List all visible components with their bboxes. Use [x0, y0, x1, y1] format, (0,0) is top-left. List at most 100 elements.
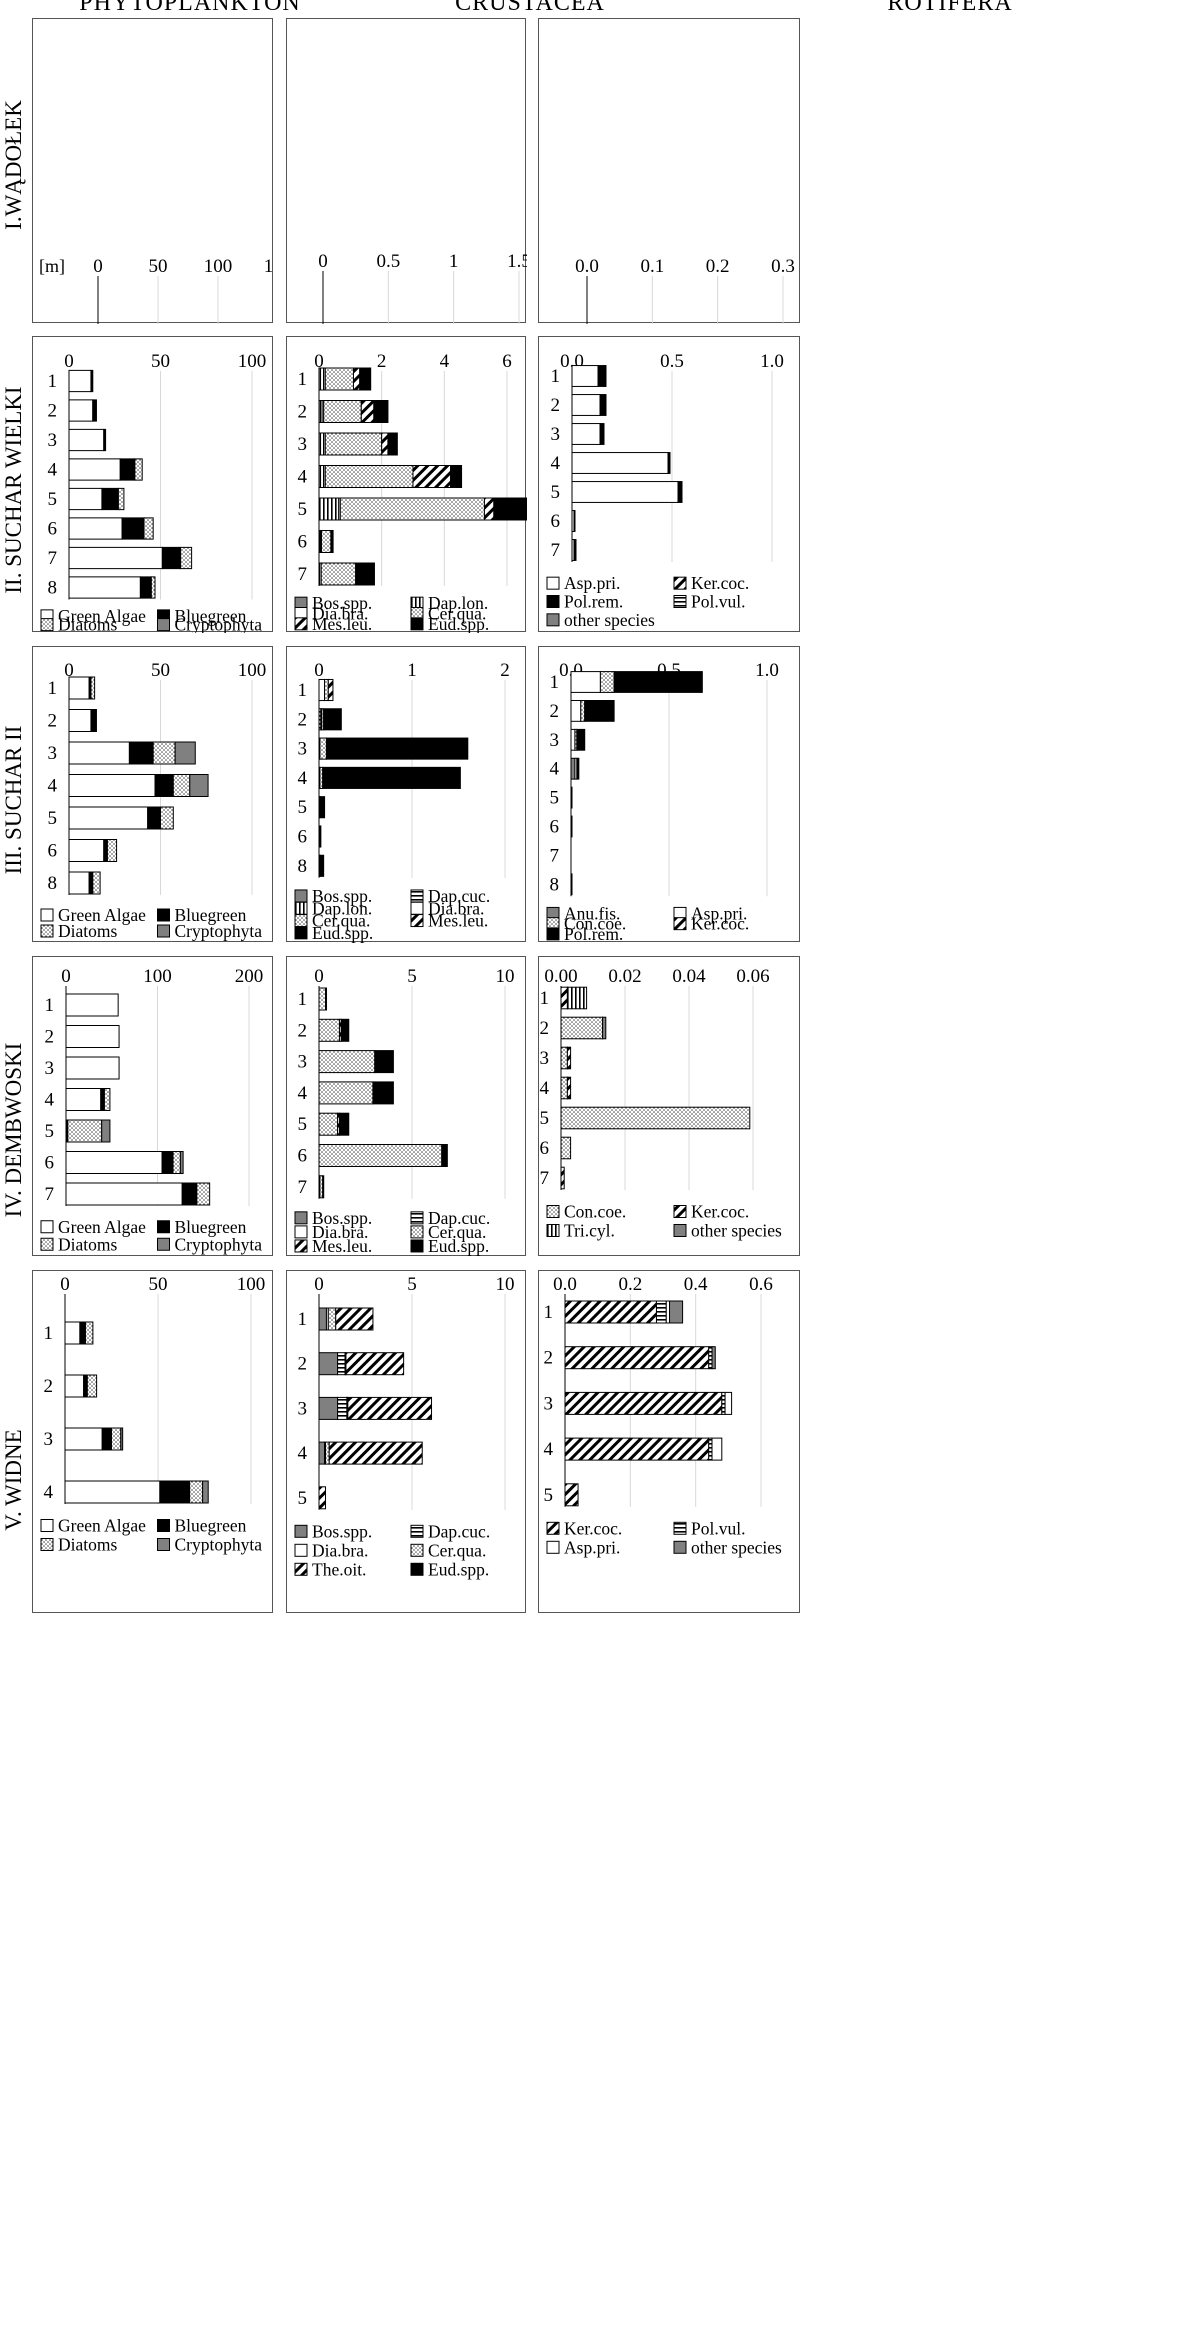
lake-label-widne: V. WIDNE: [0, 1429, 34, 1530]
x-tick-label: 200: [235, 966, 264, 987]
x-tick-label: 1: [407, 660, 417, 681]
bar-segment-cer-qua: [324, 465, 414, 488]
legend-label: Green Algae: [58, 1217, 146, 1237]
y-tick-label: 1: [44, 1323, 54, 1344]
y-tick-label: 3: [298, 1052, 308, 1073]
legend-swatch-ker-coc: [546, 1521, 560, 1535]
chart-svg: 050100150[m]123456781013Green AlgaeBlueg…: [39, 256, 274, 324]
bar-segment-mes-leu: [327, 678, 334, 702]
bar-segment-bos-spp: [318, 1441, 326, 1465]
legend-swatch-pol-vul: [673, 595, 687, 608]
y-tick-label: 2: [48, 401, 58, 422]
y-tick-label: 6: [298, 532, 308, 553]
bar-segment-pol-rem: [570, 786, 573, 809]
y-tick-label: 6: [48, 841, 58, 862]
bar-segment-con-coe: [560, 1016, 604, 1040]
bar-segment-cer-qua: [325, 1441, 330, 1465]
legend-swatch-pol-rem: [546, 927, 560, 941]
y-tick-label: 2: [298, 1020, 308, 1041]
bar-segment-diatoms: [84, 1321, 94, 1345]
bar-segment-asp-pri: [571, 481, 679, 503]
y-tick-label: 4: [544, 1439, 554, 1460]
bar-segment-eud-spp: [493, 497, 527, 521]
bar-segment-bos-spp: [318, 1396, 339, 1420]
bar-segment-diatoms: [117, 487, 125, 511]
x-tick-label: 0.2: [618, 1274, 642, 1295]
legend-label: Bos.spp.: [312, 593, 372, 613]
x-tick-label: 0: [60, 1274, 70, 1295]
legend-label: Dap.lon.: [428, 593, 488, 613]
bar-segment-cer-qua: [327, 1307, 337, 1331]
y-tick-label: 4: [298, 1083, 308, 1104]
y-tick-label: 3: [551, 424, 561, 445]
x-tick-label: 50: [151, 351, 170, 372]
bar-segment-pol-rem: [584, 699, 615, 722]
chart-svg: 0.00 0.02 0.04 0.06 1 2 3 4 5 6 7 Con.coe. Ker.coc. T…: [540, 966, 783, 1241]
bar-segment-ker-coc: [564, 1300, 657, 1324]
bar-segment-eud-spp: [319, 796, 326, 819]
bar-segment-green-algae: [68, 839, 105, 862]
legend-swatch-cryptophyta: [157, 618, 170, 632]
y-tick-label: 3: [540, 1048, 550, 1069]
bar-segment-eud-spp: [319, 854, 325, 877]
chart-panel-phyto-widne: 0 50 100 1 2 3 4 Green Algae Bluegreen Diatoms Cry…: [32, 1270, 273, 1613]
bar-segment-cryptophyta: [101, 1119, 111, 1143]
bar-segment-dap-lon: [319, 497, 340, 521]
x-tick-label: 100: [238, 351, 267, 372]
legend-label: Pol.rem.: [564, 924, 623, 943]
bar-segment-cer-qua: [324, 432, 383, 456]
legend-swatch-pol-rem: [546, 595, 560, 608]
y-tick-label: 7: [550, 845, 560, 866]
legend-label: Dia.bra.: [312, 1222, 368, 1242]
bar-segment-dia-bra: [318, 678, 326, 702]
x-tick-label: 2: [377, 351, 387, 372]
legend-swatch-other-species: [673, 1224, 687, 1237]
legend-label: other species: [691, 1221, 782, 1241]
y-tick-label: 2: [551, 395, 561, 416]
x-tick-label: 0.3: [771, 256, 795, 277]
bar-segment-ker-coc: [564, 1346, 710, 1370]
x-tick-label: 0.6: [749, 1274, 773, 1295]
legend-swatch-eud-spp: [410, 1239, 424, 1253]
bar-segment-mes-leu: [352, 367, 361, 391]
legend-swatch-green-algae: [40, 908, 54, 922]
bar-segment-bluegreen: [119, 458, 136, 481]
legend-label: Dap.cuc.: [428, 1521, 490, 1541]
x-tick-label: 0.02: [608, 966, 641, 987]
y-tick-label: 1: [48, 371, 58, 392]
bar-segment-bluegreen: [103, 428, 107, 452]
x-tick-label: 0.0: [575, 256, 599, 277]
bar-segment-pol-rem: [667, 452, 671, 474]
y-tick-label: 1: [48, 678, 58, 699]
bar-segment-asp-pri: [571, 365, 599, 387]
legend-swatch-dap-cuc: [410, 889, 424, 903]
y-tick-label: 6: [551, 511, 561, 532]
chart-panel-crust-dembwoski: 0 5 10 1 2 3 4 5 6 7 Bos.spp. Dap.cuc. Dia.bra. Cer.q…: [286, 956, 526, 1256]
x-tick-label: 5: [407, 966, 417, 987]
x-tick-label: 100: [238, 660, 267, 681]
x-tick-label: 0.06: [736, 966, 769, 987]
bar-segment-dap-cuc: [337, 1396, 348, 1420]
y-tick-label: 2: [550, 701, 560, 722]
y-tick-label: 6: [540, 1138, 550, 1159]
bar-segment-mes-leu: [360, 400, 375, 423]
bar-segment-pol-rem: [613, 671, 703, 693]
bar-segment-green-algae: [68, 741, 130, 765]
x-tick-label: 50: [149, 256, 168, 277]
bar-segment-cer-qua: [324, 367, 354, 391]
bar-segment-mes-leu: [483, 497, 495, 521]
legend-swatch-the-oit: [294, 1562, 308, 1576]
legend-swatch-bluegreen: [157, 1220, 170, 1234]
bar-segment-eud-spp: [450, 465, 463, 488]
y-tick-label: 5: [551, 482, 561, 503]
y-tick-label: 1: [45, 995, 55, 1016]
x-tick-label: 0: [314, 1274, 324, 1295]
legend-label: Mes.leu.: [312, 614, 372, 633]
bar-segment-diatoms: [172, 774, 191, 797]
y-tick-label: 1: [298, 1309, 308, 1330]
legend-swatch-dap-lon: [294, 901, 308, 915]
y-tick-label: 3: [45, 1058, 55, 1079]
y-tick-label: 5: [550, 788, 560, 809]
